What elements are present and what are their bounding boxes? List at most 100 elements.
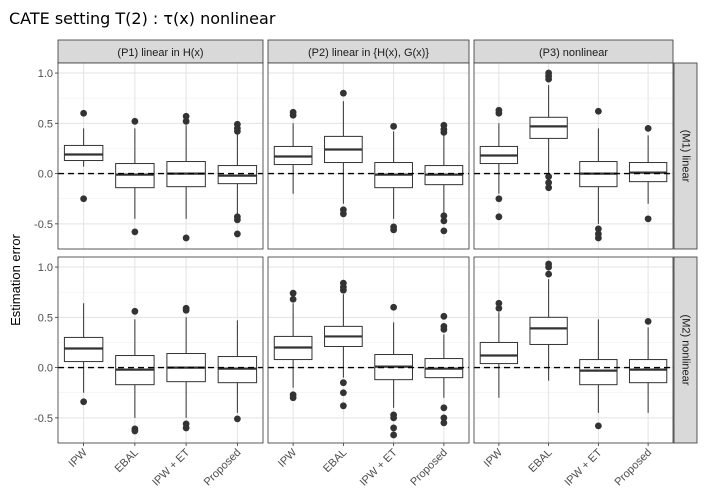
outlier-point: [644, 215, 652, 223]
x-tick-label: IPW: [276, 446, 300, 470]
outlier-point: [495, 109, 503, 117]
outlier-point: [440, 128, 448, 136]
facet-strip-col-label-3: (P3) nonlinear: [539, 47, 608, 59]
y-tick-label: 0.0: [38, 169, 53, 181]
outlier-point: [594, 107, 602, 115]
box-proposed: [217, 320, 258, 423]
outlier-point: [131, 117, 139, 125]
outlier-point: [131, 307, 139, 315]
outlier-point: [182, 112, 190, 120]
outlier-point: [495, 304, 503, 312]
box-ipw: [63, 303, 104, 406]
outlier-point: [440, 325, 448, 333]
facet-strip-col-label-2: (P2) linear in {H(x), G(x)}: [308, 47, 429, 59]
outlier-point: [495, 195, 503, 203]
outlier-point: [440, 212, 448, 220]
outlier-point: [339, 89, 347, 97]
outlier-point: [339, 389, 347, 397]
outlier-point: [495, 213, 503, 221]
outlier-point: [545, 179, 553, 187]
outlier-point: [80, 195, 88, 203]
box-ipw: [479, 299, 519, 398]
panel-r1-c1: [57, 62, 264, 250]
box-ebal: [529, 260, 568, 381]
y-tick-label: 0.5: [38, 118, 53, 130]
outlier-point: [390, 424, 398, 432]
outlier-point: [594, 234, 602, 242]
y-axis-title: Estimation error: [8, 233, 23, 325]
outlier-point: [594, 225, 602, 233]
box-iqr: [628, 359, 668, 384]
outlier-point: [440, 312, 448, 320]
outlier-point: [594, 422, 602, 430]
x-tick-label: IPW + ET: [150, 446, 192, 488]
box-ebal: [324, 89, 363, 218]
box-iqr: [63, 144, 104, 162]
outlier-point: [80, 398, 88, 406]
panel-border: [57, 256, 264, 444]
facet-strip-row-label-1: (M1) linear: [680, 130, 692, 183]
outlier-point: [339, 286, 347, 294]
x-tick-label: IPW + ET: [563, 446, 605, 488]
box-ebal: [324, 279, 363, 410]
facet-strip-col-label-1: (P1) linear in H(x): [117, 47, 203, 59]
y-tick-label: -0.5: [34, 413, 53, 425]
x-tick-label: Proposed: [408, 447, 450, 489]
outlier-point: [131, 427, 139, 435]
outlier-point: [495, 299, 503, 307]
outlier-point: [644, 317, 652, 325]
panel-r1-c2: [267, 62, 470, 250]
y-tick-label: 1.0: [38, 68, 53, 80]
outlier-point: [289, 111, 297, 119]
x-tick-label: IPW + ET: [358, 446, 400, 488]
outlier-point: [233, 216, 241, 224]
panel-border: [267, 256, 470, 444]
outlier-point: [390, 303, 398, 311]
box-proposed: [628, 317, 668, 413]
panel-border: [473, 256, 674, 444]
outlier-point: [289, 289, 297, 297]
outlier-point: [233, 127, 241, 135]
box-ipw: [273, 108, 313, 194]
outlier-point: [390, 431, 398, 439]
x-tick-label: IPW: [67, 446, 91, 470]
outlier-point: [545, 263, 553, 271]
panel-r2-c3: IPW EBAL IPW + ET Proposed: [473, 256, 674, 489]
box-proposed: [424, 312, 464, 427]
x-tick-label: EBAL: [113, 447, 141, 475]
outlier-point: [80, 109, 88, 117]
panel-r1-c3: [473, 62, 674, 250]
y-tick-label: 1.0: [38, 262, 53, 274]
outlier-point: [545, 173, 553, 181]
outlier-point: [440, 227, 448, 235]
facet-strip-row-label-2: (M2) nonlinear: [680, 315, 692, 386]
box-ipw-et: [374, 122, 413, 234]
outlier-point: [289, 394, 297, 402]
chart-title: CATE setting T(2) : τ(x) nonlinear: [9, 9, 276, 28]
box-ipw: [63, 109, 104, 203]
outlier-point: [390, 414, 398, 422]
outlier-point: [440, 404, 448, 412]
outlier-point: [233, 230, 241, 238]
outlier-point: [131, 228, 139, 236]
box-iqr: [529, 316, 568, 345]
outlier-point: [390, 226, 398, 234]
outlier-point: [545, 75, 553, 83]
outlier-point: [182, 117, 190, 125]
box-iqr: [529, 116, 568, 139]
outlier-point: [339, 210, 347, 218]
outlier-point: [644, 124, 652, 132]
x-tick-label: Proposed: [612, 447, 654, 489]
box-iqr: [579, 359, 618, 386]
box-ipw: [273, 289, 313, 402]
x-tick-label: EBAL: [526, 447, 554, 475]
outlier-point: [182, 306, 190, 314]
outlier-point: [182, 234, 190, 242]
outlier-point: [545, 270, 553, 278]
facet-strip-row-1: [673, 62, 698, 250]
outlier-point: [289, 295, 297, 303]
outlier-point: [233, 415, 241, 423]
facet-panels: (P1) linear in H(x) (P2) linear in {H(x),…: [34, 39, 698, 489]
outlier-point: [390, 122, 398, 130]
y-tick-label: -0.5: [34, 219, 53, 231]
